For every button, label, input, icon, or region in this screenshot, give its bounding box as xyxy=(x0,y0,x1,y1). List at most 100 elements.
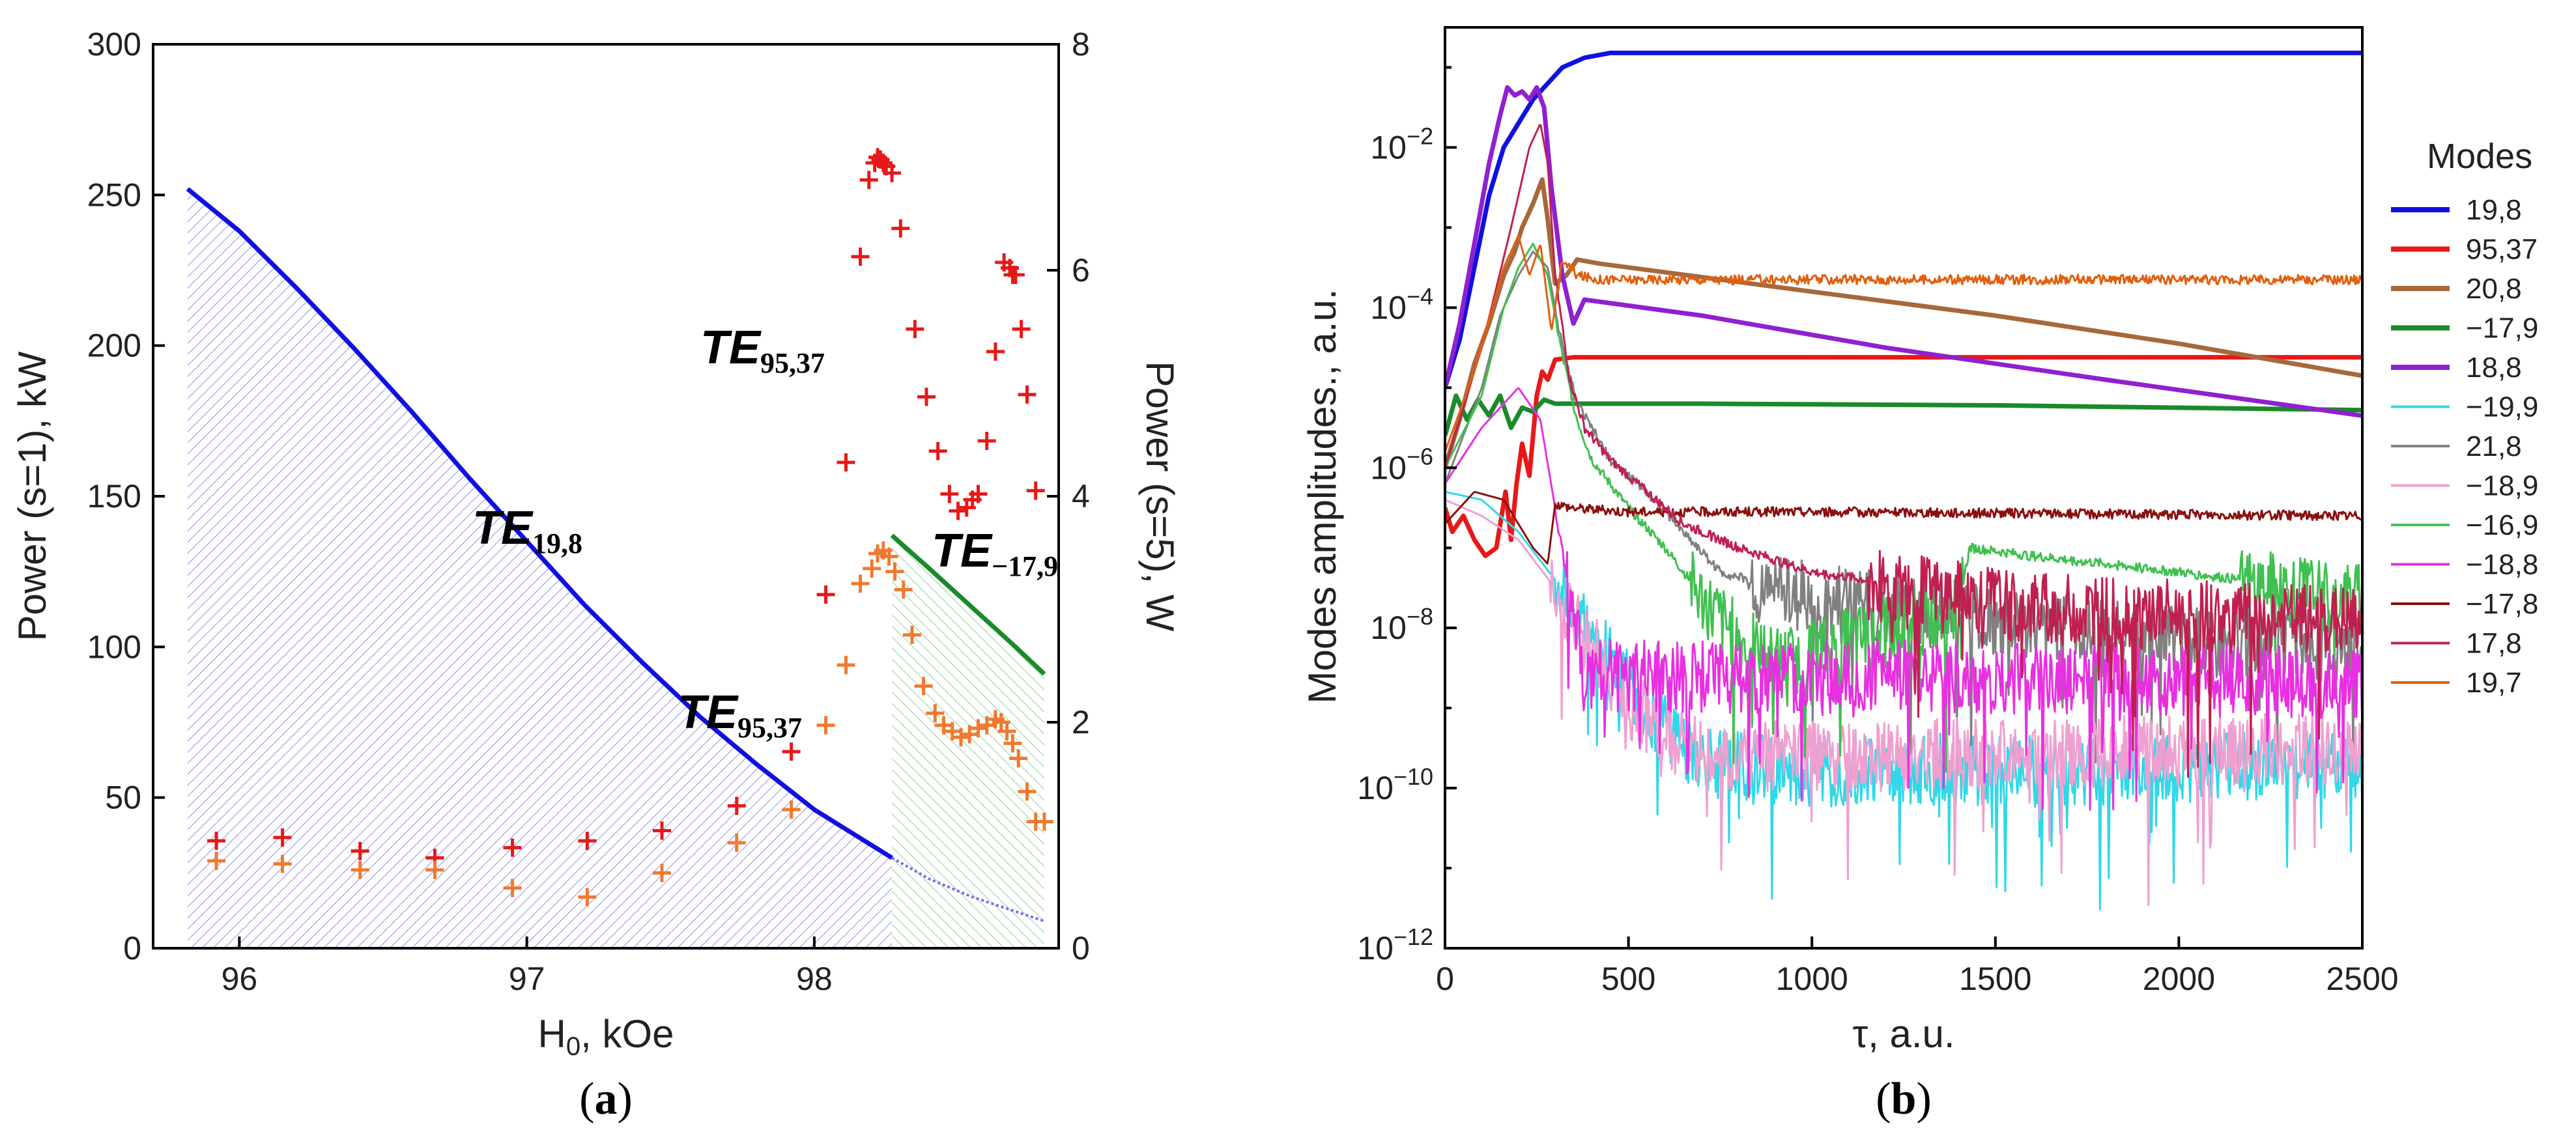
series-line-95-37 xyxy=(1445,355,2362,558)
panel-a-chart: 96 97 98 0 50 100 150 200 250 300 0 2 4 6 8 TE19,8 T… xyxy=(10,26,1182,1124)
marker-te95-37-s-5-7 xyxy=(727,796,746,815)
marker-te95-37-s-1-29 xyxy=(997,722,1016,740)
marker-te95-37-s-1-31 xyxy=(1009,749,1028,768)
marker-te95-37-s-5-8 xyxy=(782,742,801,761)
a-ytick-label-150: 150 xyxy=(87,478,141,514)
marker-te95-37-s-5-6 xyxy=(653,821,672,840)
marker-te95-37-s-5-18 xyxy=(883,163,902,182)
marker-te95-37-s-1-4 xyxy=(503,879,522,897)
marker-te95-37-s-1-30 xyxy=(1003,734,1022,753)
marker-te95-37-s-5-20 xyxy=(906,320,924,339)
series-line-19-8 xyxy=(1445,50,2362,389)
marker-te95-37-s-1-15 xyxy=(880,547,898,566)
panel-b-chart: 0 500 1000 1500 2000 2500 10−12 10−10 10−8 10−6 1… xyxy=(1300,26,2538,1124)
marker-te95-37-s-1-2 xyxy=(351,860,369,879)
legend-label-95-37: 95,37 xyxy=(2466,234,2538,266)
marker-te95-37-s-1-1 xyxy=(273,854,292,873)
marker-te95-37-s-5-29 xyxy=(986,342,1005,361)
marker-te95-37-s-5-16 xyxy=(874,154,893,173)
marker-te95-37-s-1-18 xyxy=(902,625,921,644)
marker-te95-37-s-1-25 xyxy=(969,719,988,738)
marker-te95-37-s-1-9 xyxy=(816,716,835,735)
legend-label-m17-8: −17,8 xyxy=(2466,588,2538,620)
a-y2tick-label-4: 4 xyxy=(1072,478,1090,514)
marker-te95-37-s-1-11 xyxy=(851,574,870,593)
a-y2tick-label-0: 0 xyxy=(1072,930,1090,966)
panel-a-y2-axis-title: Power (s=5), W xyxy=(1138,361,1182,631)
legend-label-m18-9: −18,9 xyxy=(2466,470,2538,502)
marker-te95-37-s-1-16 xyxy=(885,562,904,581)
marker-te95-37-s-5-5 xyxy=(578,832,597,851)
annotation-te-95-37-red: TE95,37 xyxy=(700,322,825,379)
marker-te95-37-s-5-35 xyxy=(1018,385,1037,404)
a-ytick-label-100: 100 xyxy=(87,628,141,665)
annotation-te-m17-9: TE−17,9 xyxy=(932,525,1058,582)
marker-te95-37-s-5-34 xyxy=(1012,320,1031,339)
b-xtick-label-500: 500 xyxy=(1601,961,1655,997)
b-ytick-label--10: 10−10 xyxy=(1357,763,1433,806)
series-line-17-8 xyxy=(1445,124,2362,778)
a-xtick-label-98: 98 xyxy=(796,961,833,997)
line-te19-8 xyxy=(186,187,893,860)
a-y2tick-label-8: 8 xyxy=(1072,26,1090,63)
legend-label-m17-9: −17,9 xyxy=(2466,313,2538,345)
marker-te95-37-s-1-34 xyxy=(1035,812,1053,831)
series-line-m18-9 xyxy=(1445,499,2362,907)
marker-te95-37-s-1-3 xyxy=(425,860,444,879)
b-ytick-label--6: 10−6 xyxy=(1370,443,1433,486)
marker-te95-37-s-5-19 xyxy=(891,219,910,238)
b-ytick-label--2: 10−2 xyxy=(1370,122,1433,165)
legend-label-19-7: 19,7 xyxy=(2466,667,2522,699)
panel-a-label: (a) xyxy=(579,1074,633,1124)
a-xtick-label-96: 96 xyxy=(222,961,258,997)
marker-te95-37-s-5-11 xyxy=(851,247,870,266)
a-ytick-label-200: 200 xyxy=(87,328,141,364)
marker-te95-37-s-5-9 xyxy=(816,585,835,604)
line-te-17-9 xyxy=(890,533,1046,676)
a-y2tick-label-2: 2 xyxy=(1072,704,1090,740)
marker-te95-37-s-5-28 xyxy=(977,431,996,450)
b-ytick-label--12: 10−12 xyxy=(1357,923,1433,966)
panel-b-plot-frame xyxy=(1444,26,2364,950)
legend-title: Modes xyxy=(2427,137,2532,176)
marker-te95-37-s-1-19 xyxy=(914,677,933,696)
a-ytick-label-50: 50 xyxy=(105,780,141,816)
series-line-m16-9 xyxy=(1445,242,2362,773)
panel-b-legend: Modes 19,8 95,37 20,8 −17,9 18,8 −19,9 21,8 −18… xyxy=(2391,137,2538,699)
a-ytick-label-250: 250 xyxy=(87,176,141,213)
a-y2tick-label-6: 6 xyxy=(1072,252,1090,289)
line-te19-8-tail xyxy=(891,856,1045,923)
marker-te95-37-s-5-12 xyxy=(859,171,878,190)
marker-te95-37-s-1-8 xyxy=(782,800,801,819)
annotation-te-19-8: TE19,8 xyxy=(472,502,582,559)
series-line-18-8 xyxy=(1445,85,2362,418)
area-te19-8 xyxy=(187,189,893,949)
marker-te95-37-s-5-0 xyxy=(207,832,226,851)
marker-te95-37-s-1-12 xyxy=(863,559,881,578)
marker-te95-37-s-5-23 xyxy=(940,485,959,503)
marker-te95-37-s-5-10 xyxy=(837,453,855,472)
panel-b-label: (b) xyxy=(1876,1074,1932,1124)
b-xtick-label-2500: 2500 xyxy=(2326,961,2398,997)
legend-label-m16-9: −16,9 xyxy=(2466,509,2538,541)
b-xtick-label-1000: 1000 xyxy=(1776,961,1848,997)
marker-te95-37-s-1-20 xyxy=(926,704,945,723)
series-line-m17-9 xyxy=(1445,393,2362,437)
marker-te95-37-s-1-5 xyxy=(578,888,597,907)
marker-te95-37-s-5-2 xyxy=(351,841,369,860)
b-ytick-label--4: 10−4 xyxy=(1370,283,1433,326)
legend-label-20-8: 20,8 xyxy=(2466,273,2522,305)
panel-a-x-axis-title: H0, kOe xyxy=(538,1012,674,1061)
marker-te95-37-s-1-23 xyxy=(951,728,970,747)
legend-label-17-8: 17,8 xyxy=(2466,628,2522,660)
legend-label-m18-8: −18,8 xyxy=(2466,549,2538,581)
legend-label-21-8: 21,8 xyxy=(2466,430,2522,462)
legend-label-19-8: 19,8 xyxy=(2466,194,2522,226)
marker-te95-37-s-1-32 xyxy=(1018,782,1037,801)
legend-label-m19-9: −19,9 xyxy=(2466,391,2538,423)
b-xtick-label-2000: 2000 xyxy=(2143,961,2215,997)
a-xtick-label-97: 97 xyxy=(509,961,545,997)
series-line-20-8 xyxy=(1445,177,2362,469)
marker-te95-37-s-5-22 xyxy=(928,442,947,460)
